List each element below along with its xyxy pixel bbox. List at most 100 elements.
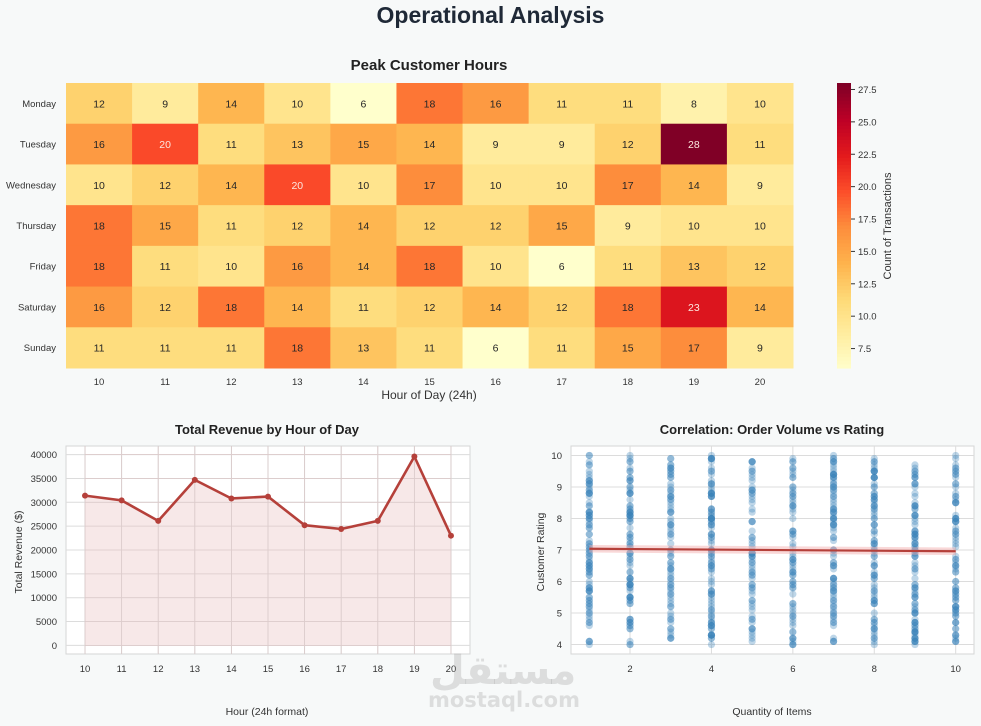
scatter-point: [667, 587, 675, 595]
scatter-point: [911, 502, 919, 510]
scatter-point: [829, 574, 838, 582]
scatter-point: [626, 467, 634, 475]
scatter-point: [585, 483, 593, 491]
scatter-point: [789, 499, 797, 507]
scatter-point: [707, 618, 716, 627]
scatter-point: [789, 634, 797, 642]
scatter-point: [952, 596, 960, 605]
scatter-point: [667, 467, 675, 475]
scatter-point: [667, 574, 675, 582]
scatter-point: [707, 565, 716, 573]
heatmap-cell: [660, 286, 728, 328]
scatter-point: [870, 543, 878, 551]
scatter-point: [626, 584, 634, 592]
scatter-point: [626, 581, 634, 589]
scatter-point: [911, 489, 919, 497]
scatter-point: [789, 530, 797, 538]
scatter-point: [829, 559, 838, 567]
heatmap-cell: [396, 83, 464, 125]
scatter-point: [789, 628, 797, 636]
scatter-point: [667, 464, 675, 472]
scatter-point: [626, 549, 634, 557]
heatmap-cell-label: 13: [358, 343, 370, 355]
scatter-point: [952, 612, 960, 620]
heatmap-cell-label: 10: [754, 98, 766, 110]
scatter-point: [870, 540, 878, 548]
scatter-point: [952, 590, 960, 598]
scatter-point: [748, 562, 756, 570]
heatmap-cell-label: 12: [754, 261, 766, 273]
heatmap-cell: [594, 327, 662, 369]
scatter-point: [626, 581, 634, 589]
colorbar-segment: [837, 353, 851, 358]
scatter-point: [626, 584, 634, 592]
scatter-point: [667, 559, 675, 567]
scatter-point: [911, 540, 919, 548]
scatter-point: [789, 628, 797, 636]
heatmap-cell-label: 6: [559, 261, 565, 273]
scatter-point: [748, 637, 756, 645]
scatter-point: [911, 622, 919, 630]
scatter-point: [585, 480, 593, 488]
scatter-point: [707, 508, 716, 516]
scatter-point: [667, 499, 675, 507]
scatter-point: [626, 581, 634, 589]
scatter-point: [911, 533, 919, 541]
scatter-point: [829, 514, 838, 523]
scatter-point: [829, 596, 838, 605]
scatter-point: [667, 505, 675, 513]
scatter-point: [870, 495, 878, 504]
scatter-point: [789, 577, 797, 586]
scatter-point: [748, 615, 756, 623]
scatter-point: [667, 470, 675, 478]
scatter-point: [748, 559, 756, 567]
heatmap-x-tick-label: 19: [689, 377, 700, 388]
heatmap-cell: [66, 123, 133, 165]
scatter-point: [585, 571, 593, 579]
scatter-point: [626, 518, 634, 526]
scatter-point: [585, 477, 593, 485]
scatter-point: [911, 568, 919, 576]
heatmap-cell-label: 9: [493, 139, 499, 151]
scatter-point: [585, 508, 593, 516]
scatter-point: [911, 574, 919, 582]
scatter-point: [870, 492, 878, 501]
heatmap-cell-label: 20: [291, 180, 303, 192]
scatter-point: [829, 584, 838, 592]
heatmap-cell-label: 10: [754, 221, 766, 233]
colorbar-segment: [837, 250, 851, 255]
scatter-point: [667, 508, 675, 516]
colorbar-tick-label: 17.5: [858, 215, 877, 226]
heatmap-cell-label: 18: [93, 261, 105, 273]
colorbar-tick-label: 22.5: [858, 150, 877, 161]
scatter-point: [707, 492, 716, 501]
scatter-point: [748, 625, 756, 633]
scatter-point: [952, 499, 960, 507]
scatter-point: [789, 559, 797, 567]
scatter-point: [585, 618, 593, 627]
scatter-point: [870, 461, 878, 469]
scatter-point: [707, 552, 716, 560]
scatter-point: [585, 489, 593, 497]
scatter-point: [707, 622, 716, 630]
scatter-point: [829, 521, 838, 529]
scatter-point: [585, 596, 593, 605]
scatter-point: [748, 574, 756, 582]
scatter-point: [870, 499, 878, 507]
scatter-point: [667, 559, 675, 567]
heatmap-cell: [594, 205, 662, 247]
scatter-point: [667, 612, 675, 620]
scatter-x-tick-label: 6: [790, 664, 795, 675]
scatter-point: [626, 458, 634, 466]
scatter-point: [952, 634, 960, 642]
colorbar-segment: [837, 129, 851, 134]
scatter-point: [707, 634, 716, 642]
scatter-point: [748, 596, 756, 605]
scatter-point: [911, 499, 919, 507]
scatter-point: [585, 511, 593, 519]
heatmap-cell: [660, 123, 728, 165]
scatter-point: [829, 458, 838, 466]
scatter-point: [952, 606, 960, 614]
scatter-point: [707, 455, 716, 463]
scatter-point: [829, 477, 838, 485]
